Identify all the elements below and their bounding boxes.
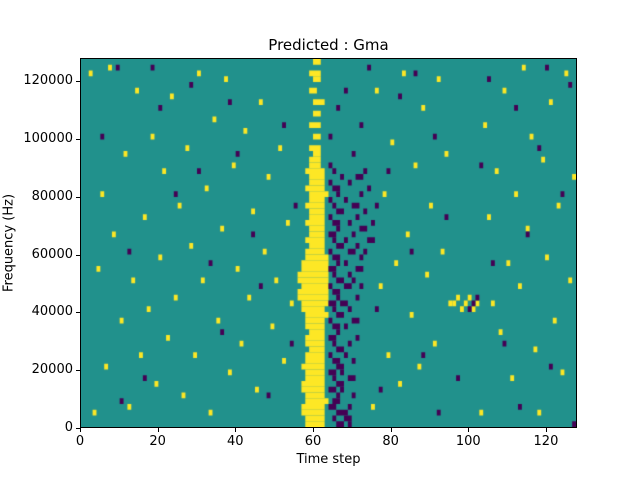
y-tick-label: 20000	[31, 362, 73, 378]
x-tick-label: 120	[533, 434, 559, 449]
y-tick-label: 40000	[31, 304, 73, 320]
heatmap-canvas	[81, 59, 576, 427]
y-tick-label: 60000	[31, 246, 73, 262]
x-tick-mark	[80, 428, 81, 432]
y-axis-label: Frequency (Hz)	[1, 193, 17, 293]
x-tick-label: 100	[455, 434, 481, 449]
x-tick-mark	[312, 428, 314, 432]
chart-title: Predicted : Gma	[268, 36, 389, 54]
y-tick-label: 120000	[23, 73, 73, 89]
x-tick-label: 20	[149, 434, 166, 449]
y-tick-label: 80000	[31, 188, 73, 204]
y-tick-mark	[76, 81, 80, 83]
x-tick-mark	[157, 428, 159, 432]
x-tick-mark	[545, 428, 547, 432]
y-tick-mark	[76, 312, 80, 314]
y-tick-mark	[76, 428, 80, 429]
plot-area	[80, 58, 577, 428]
x-tick-label: 60	[304, 434, 322, 449]
x-tick-mark	[235, 428, 237, 432]
x-tick-label: 40	[227, 434, 244, 449]
y-tick-label: 0	[64, 420, 73, 435]
y-tick-mark	[76, 370, 80, 372]
y-tick-mark	[76, 196, 80, 198]
x-tick-label: 0	[75, 434, 85, 449]
x-tick-label: 80	[382, 434, 399, 449]
y-tick-mark	[76, 138, 80, 140]
x-tick-mark	[468, 428, 470, 432]
x-tick-mark	[390, 428, 392, 432]
y-tick-label: 100000	[23, 130, 73, 146]
y-tick-mark	[76, 254, 80, 256]
x-axis-label: Time step	[296, 452, 361, 467]
